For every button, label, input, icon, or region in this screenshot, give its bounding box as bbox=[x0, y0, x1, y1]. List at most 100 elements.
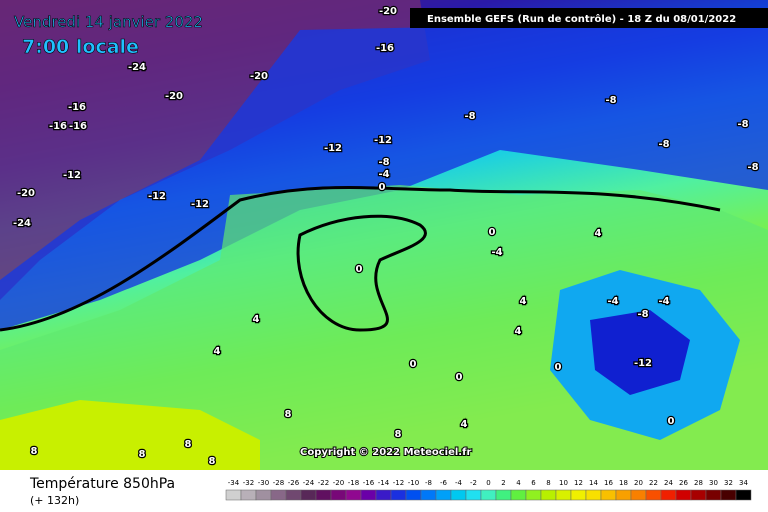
color-swatch bbox=[450, 489, 467, 501]
color-swatch bbox=[240, 489, 257, 501]
legend-level: -24 bbox=[303, 479, 315, 487]
blue-band bbox=[0, 20, 768, 330]
color-swatch bbox=[600, 489, 617, 501]
legend-level: -20 bbox=[333, 479, 344, 487]
color-swatch bbox=[435, 489, 452, 501]
color-swatch bbox=[615, 489, 632, 501]
color-swatch bbox=[690, 489, 707, 501]
legend-level: 14 bbox=[589, 479, 598, 487]
color-swatch bbox=[420, 489, 437, 501]
color-swatch bbox=[645, 489, 662, 501]
legend-level: 16 bbox=[604, 479, 613, 487]
color-swatch bbox=[270, 489, 287, 501]
contour-label: -12 bbox=[148, 191, 166, 202]
contour-label: -8 bbox=[378, 157, 389, 168]
legend-level: 32 bbox=[724, 479, 733, 487]
legend-level: 26 bbox=[679, 479, 688, 487]
contour-label: 4 bbox=[214, 346, 221, 357]
contour-label: -4 bbox=[607, 296, 618, 307]
color-swatch bbox=[735, 489, 752, 501]
contour-label: 8 bbox=[139, 449, 146, 460]
contour-label: -12 bbox=[63, 170, 81, 181]
color-swatch bbox=[255, 489, 272, 501]
contour-label: -16 bbox=[68, 102, 86, 113]
contour-label: 8 bbox=[209, 456, 216, 467]
color-swatch bbox=[570, 489, 587, 501]
legend-level: -28 bbox=[273, 479, 284, 487]
contour-label: -16 bbox=[376, 43, 394, 54]
lead-time: (+ 132h) bbox=[30, 494, 79, 507]
contour-label: -16 bbox=[69, 121, 87, 132]
legend-level: -8 bbox=[425, 479, 432, 487]
color-swatch bbox=[315, 489, 332, 501]
legend-level: 34 bbox=[739, 479, 748, 487]
color-swatch bbox=[495, 489, 512, 501]
contour-label: -8 bbox=[737, 119, 748, 130]
contour-label: -12 bbox=[191, 199, 209, 210]
legend-level: -12 bbox=[393, 479, 404, 487]
contour-label: 4 bbox=[515, 326, 522, 337]
legend-level: -16 bbox=[363, 479, 375, 487]
contour-label: -8 bbox=[658, 139, 669, 150]
legend-level: 2 bbox=[501, 479, 505, 487]
contour-label: 4 bbox=[253, 314, 260, 325]
run-box bbox=[410, 8, 768, 28]
color-swatch bbox=[285, 489, 302, 501]
copyright: Copyright © 2022 Meteociel.fr bbox=[300, 447, 471, 458]
legend-level: -14 bbox=[378, 479, 390, 487]
zero-isotherm bbox=[0, 186, 721, 332]
legend-level: 30 bbox=[709, 479, 718, 487]
contour-label: -20 bbox=[379, 6, 397, 17]
color-swatch bbox=[345, 489, 362, 501]
color-swatch bbox=[465, 489, 482, 501]
color-swatch bbox=[360, 489, 377, 501]
contour-label: -4 bbox=[378, 169, 389, 180]
contour-label: 8 bbox=[31, 446, 38, 457]
legend-level: 0 bbox=[486, 479, 490, 487]
contour-label: 0 bbox=[555, 362, 562, 373]
color-swatch bbox=[675, 489, 692, 501]
color-swatch bbox=[630, 489, 647, 501]
contour-label: 4 bbox=[595, 228, 602, 239]
contour-label: -4 bbox=[658, 296, 669, 307]
legend-title: Température 850hPa bbox=[29, 476, 175, 492]
legend-level: 4 bbox=[516, 479, 521, 487]
contour-label: -16 bbox=[49, 121, 67, 132]
color-swatch bbox=[660, 489, 677, 501]
contour-label: 0 bbox=[356, 264, 363, 275]
legend-level: 20 bbox=[634, 479, 643, 487]
contour-label: -4 bbox=[491, 247, 502, 258]
color-swatch bbox=[705, 489, 722, 501]
contour-label: -12 bbox=[374, 135, 392, 146]
legend-level: 10 bbox=[559, 479, 568, 487]
contour-label: -8 bbox=[464, 111, 475, 122]
color-swatch bbox=[405, 489, 422, 501]
legend-level: 12 bbox=[574, 479, 583, 487]
legend-level: -34 bbox=[228, 479, 240, 487]
contour-label: 0 bbox=[668, 416, 675, 427]
contour-label: -8 bbox=[605, 95, 616, 106]
contour-label: -8 bbox=[637, 309, 648, 320]
color-swatch bbox=[525, 489, 542, 501]
color-swatch bbox=[555, 489, 572, 501]
contour-label: -20 bbox=[17, 188, 35, 199]
date: Vendredi 14 janvier 2022 bbox=[14, 13, 203, 31]
contour-label: -20 bbox=[250, 71, 268, 82]
color-swatch bbox=[585, 489, 602, 501]
contour-label: 0 bbox=[456, 372, 463, 383]
legend-level: 28 bbox=[694, 479, 703, 487]
legend-level: -18 bbox=[348, 479, 359, 487]
contour-label: 4 bbox=[520, 296, 527, 307]
warm-region bbox=[0, 400, 260, 470]
time: 7:00 locale bbox=[22, 36, 139, 58]
color-swatch bbox=[510, 489, 527, 501]
legend-level: -32 bbox=[243, 479, 254, 487]
color-swatch bbox=[720, 489, 737, 501]
zero-isotherm bbox=[296, 214, 427, 332]
contour-label: -20 bbox=[165, 91, 183, 102]
legend-level: -10 bbox=[408, 479, 419, 487]
legend-level: -22 bbox=[318, 479, 329, 487]
color-swatch bbox=[375, 489, 392, 501]
